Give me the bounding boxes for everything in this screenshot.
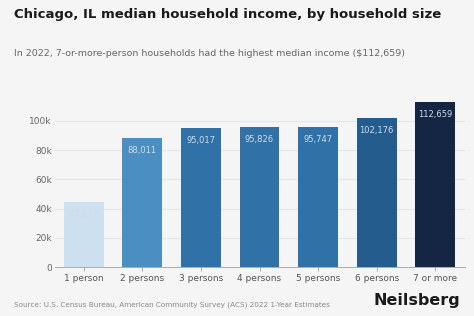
Text: Chicago, IL median household income, by household size: Chicago, IL median household income, by … bbox=[14, 8, 441, 21]
Text: 88,011: 88,011 bbox=[128, 146, 157, 155]
Text: 44,612: 44,612 bbox=[69, 210, 98, 219]
Bar bbox=[357, 118, 397, 267]
Text: Source: U.S. Census Bureau, American Community Survey (ACS) 2022 1-Year Estimate: Source: U.S. Census Bureau, American Com… bbox=[14, 301, 330, 308]
Text: 112,659: 112,659 bbox=[418, 110, 452, 119]
Text: Neilsberg: Neilsberg bbox=[373, 293, 460, 308]
Bar bbox=[122, 138, 162, 267]
Bar bbox=[64, 202, 104, 267]
Text: 102,176: 102,176 bbox=[359, 126, 394, 135]
Text: 95,747: 95,747 bbox=[303, 135, 333, 144]
Bar bbox=[181, 128, 221, 267]
Text: 95,017: 95,017 bbox=[186, 136, 216, 145]
Bar bbox=[298, 127, 338, 267]
Text: In 2022, 7-or-more-person households had the highest median income ($112,659): In 2022, 7-or-more-person households had… bbox=[14, 49, 405, 58]
Text: 95,826: 95,826 bbox=[245, 135, 274, 144]
Bar bbox=[415, 102, 455, 267]
Bar bbox=[239, 127, 280, 267]
